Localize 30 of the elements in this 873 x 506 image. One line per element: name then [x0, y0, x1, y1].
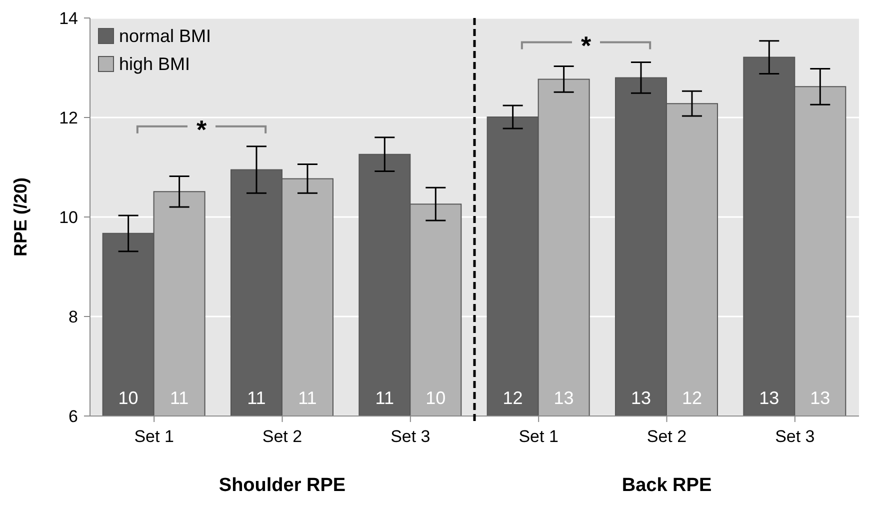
data-label: 13 [810, 388, 830, 408]
data-label: 13 [759, 388, 780, 408]
annotation: * [196, 114, 208, 144]
data-label: 11 [375, 388, 394, 408]
y-tick-label: 14 [59, 9, 78, 28]
y-tick-label: 6 [68, 407, 78, 426]
x-tick-label: Set 3 [390, 427, 430, 446]
data-label: 11 [170, 388, 189, 408]
data-label: 13 [554, 388, 574, 408]
data-label: 11 [247, 388, 266, 408]
legend-label: normal BMI [119, 25, 212, 48]
annotation: * [580, 30, 592, 60]
y-axis-title: RPE (/20) [10, 177, 30, 257]
data-label: 10 [426, 388, 446, 408]
x-tick-label: Set 2 [262, 427, 302, 446]
x-tick-label: Set 1 [134, 427, 174, 446]
y-tick-label: 8 [68, 308, 78, 327]
legend-label: high BMI [119, 53, 190, 76]
data-label: 11 [298, 388, 317, 408]
y-tick-label: 10 [59, 208, 78, 228]
y-tick-label: 12 [59, 108, 78, 128]
data-label: 12 [502, 388, 523, 408]
text: Shoulder RPE [218, 475, 346, 496]
data-label: 10 [118, 388, 138, 408]
x-tick-label: Set 3 [775, 427, 815, 446]
x-tick-label: Set 2 [646, 427, 687, 446]
x-tick-label: Set 1 [518, 427, 558, 446]
text: Back RPE [622, 475, 712, 496]
data-label: 13 [630, 388, 651, 408]
data-label: 12 [682, 388, 702, 408]
